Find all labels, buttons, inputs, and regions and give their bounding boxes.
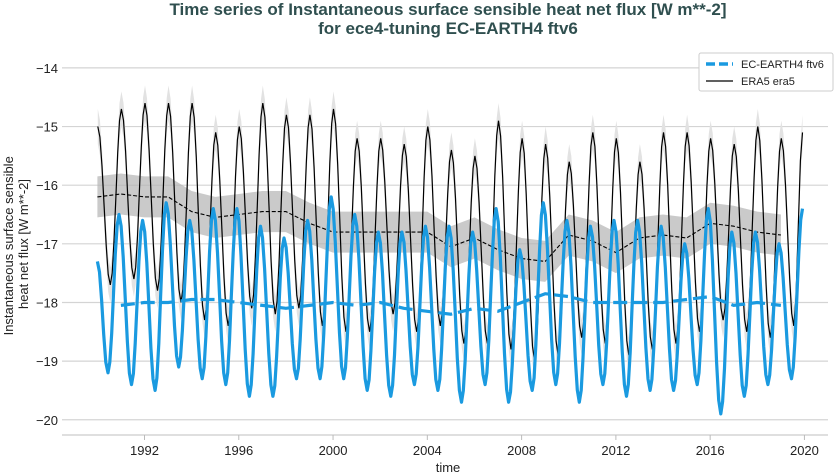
x-tick-label: 2020 — [790, 443, 819, 458]
y-tick-label: −15 — [36, 120, 58, 135]
legend-label-era5: ERA5 era5 — [741, 76, 795, 88]
x-tick-label: 1996 — [224, 443, 253, 458]
ec-earth-annual-mean-line — [120, 292, 782, 316]
y-tick-label: −18 — [36, 295, 58, 310]
x-tick-label: 1992 — [130, 443, 159, 458]
era5-monthly-line — [97, 103, 804, 362]
legend-label-ec-earth: EC-EARTH4 ftv6 — [741, 59, 824, 71]
plot-area — [95, 85, 805, 416]
chart-subtitle: for ece4-tuning EC-EARTH4 ftv6 — [318, 19, 578, 38]
y-axis: −14 −15 −16 −17 −18 −19 −20 — [36, 61, 58, 428]
x-tick-label: 2016 — [696, 443, 725, 458]
x-axis-label: time — [436, 460, 461, 474]
y-tick-label: −14 — [36, 61, 58, 76]
y-axis-label-line2: heat net flux [W m**-2] — [16, 179, 31, 309]
x-tick-label: 2000 — [319, 443, 348, 458]
x-tick-label: 2008 — [507, 443, 536, 458]
x-tick-label: 2012 — [601, 443, 630, 458]
x-axis: 1992 1996 2000 2004 2008 2012 2016 2020 — [62, 434, 828, 458]
chart-title: Time series of Instantaneous surface sen… — [169, 0, 726, 19]
legend: EC-EARTH4 ftv6 ERA5 era5 — [698, 52, 834, 92]
y-axis-label: Instantaneous surface sensible heat net … — [1, 153, 31, 336]
y-tick-label: −17 — [36, 237, 58, 252]
ec-earth-monthly-line — [95, 195, 805, 416]
y-tick-label: −20 — [36, 413, 58, 428]
era5-annual-mean-line — [97, 193, 781, 262]
y-tick-label: −19 — [36, 354, 58, 369]
x-tick-label: 2004 — [413, 443, 442, 458]
y-tick-label: −16 — [36, 178, 58, 193]
y-axis-label-line1: Instantaneous surface sensible — [1, 156, 16, 335]
